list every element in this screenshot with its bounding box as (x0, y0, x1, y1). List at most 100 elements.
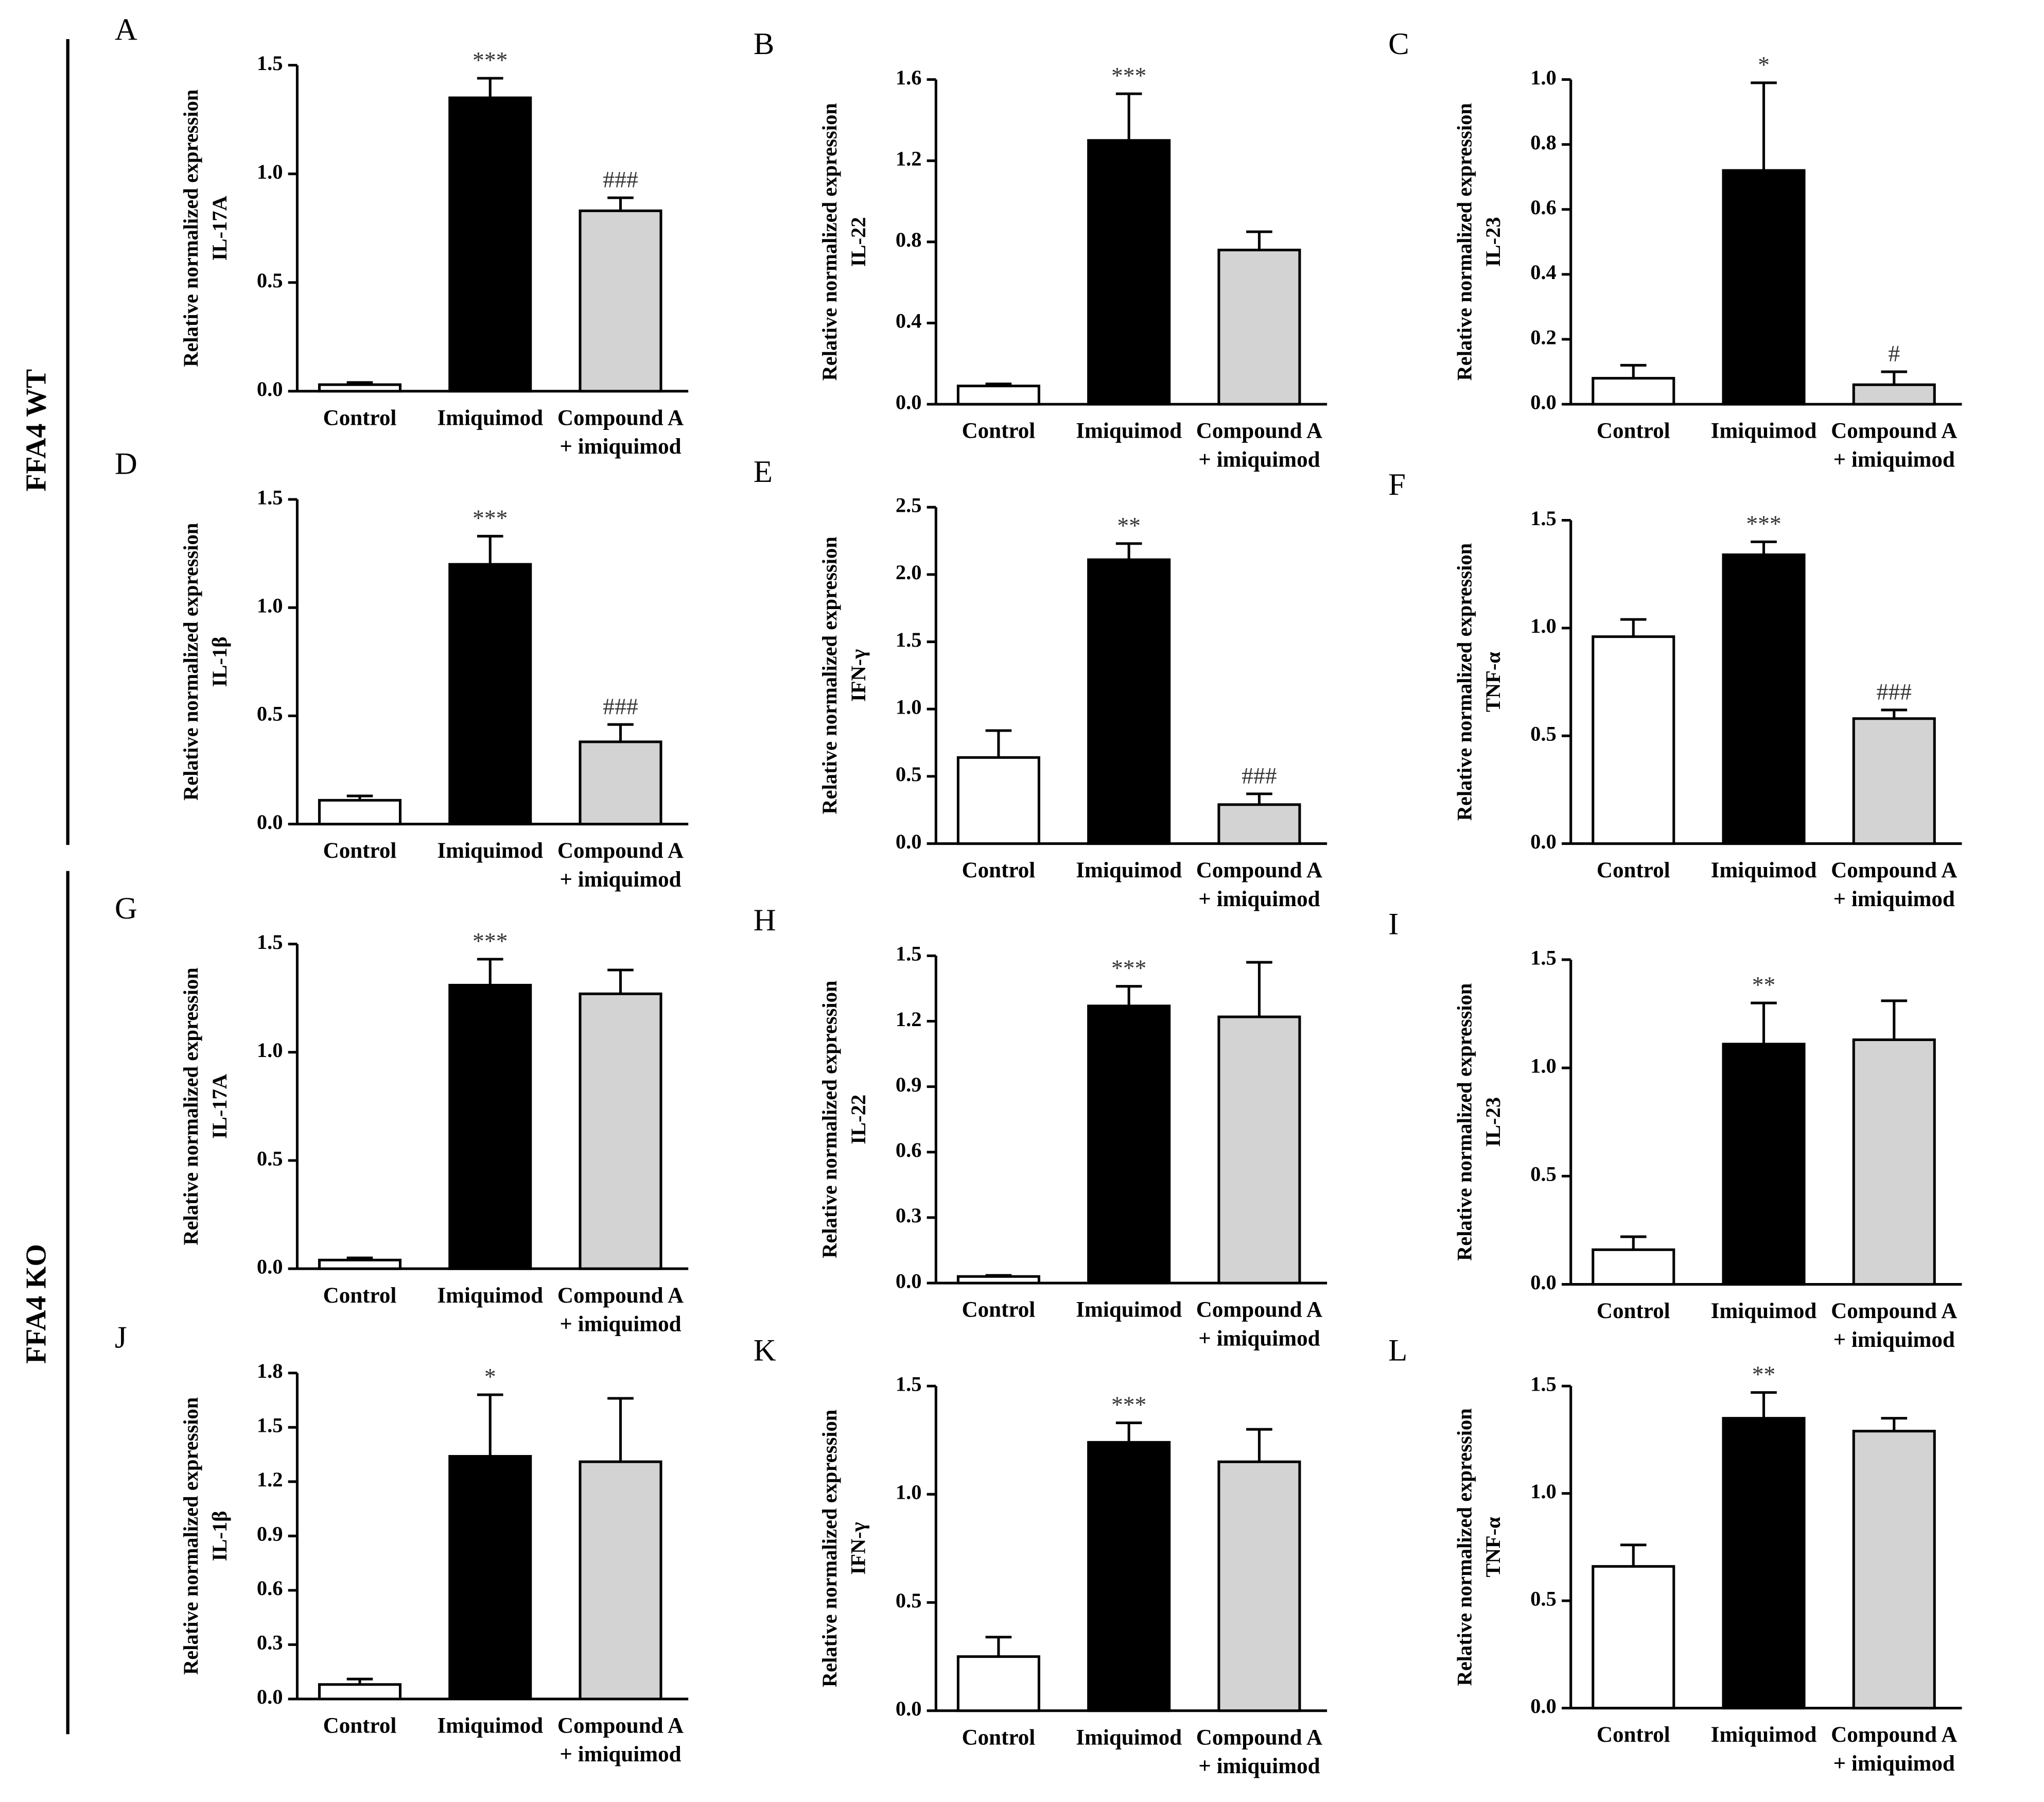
x-tick-label: Control (962, 858, 1036, 882)
y-tick-label: 1.5 (1530, 507, 1557, 530)
x-tick-label: Control (323, 1713, 397, 1738)
bar (318, 1258, 402, 1270)
x-tick-label: Control (1597, 858, 1670, 882)
significance-label: *** (473, 505, 508, 531)
y-axis-label: Relative normalized expression (818, 1410, 841, 1687)
y-axis-label: IL-22 (847, 217, 870, 267)
panel-letter: L (1388, 1333, 1407, 1368)
y-tick-label: 0.6 (1530, 196, 1557, 219)
y-tick-label: 2.0 (896, 561, 922, 584)
x-tick-label: Compound A (557, 1284, 684, 1308)
x-tick-label: Control (323, 406, 397, 430)
x-tick-label: + imiquimod (1833, 887, 1955, 911)
panel-letter: H (754, 903, 776, 938)
x-tick-label: Compound A (1196, 419, 1322, 443)
bar (1217, 803, 1301, 845)
bar (1592, 1248, 1675, 1286)
y-tick-label: 0.0 (896, 1269, 922, 1292)
bar (1217, 249, 1301, 406)
x-tick-label: Control (962, 419, 1036, 443)
y-tick-label: 0.3 (257, 1631, 283, 1654)
y-tick-label: 1.5 (257, 930, 283, 954)
bar (1722, 1043, 1806, 1286)
x-tick-label: Imiquimod (437, 406, 543, 430)
y-axis-label: Relative normalized expression (1453, 983, 1476, 1261)
y-tick-label: 0.0 (257, 377, 283, 401)
y-tick-label: 0.0 (1530, 1694, 1557, 1718)
x-tick-label: + imiquimod (1198, 1754, 1320, 1778)
y-tick-label: 0.0 (1530, 830, 1557, 853)
significance-label: ** (1752, 1361, 1776, 1388)
y-tick-label: 0.4 (1530, 261, 1557, 284)
bar (318, 799, 402, 826)
significance-label: # (1888, 340, 1900, 367)
bar (956, 1275, 1040, 1285)
x-tick-label: Control (1597, 1723, 1670, 1747)
x-tick-label: Imiquimod (1711, 1723, 1817, 1747)
bar (1722, 169, 1806, 406)
y-axis-label: Relative normalized expression (179, 90, 202, 367)
y-tick-label: 0.6 (896, 1138, 922, 1162)
bar (1592, 377, 1675, 406)
x-tick-label: Imiquimod (1711, 1299, 1817, 1323)
group-label: FFA4 KO (21, 1244, 53, 1364)
y-tick-label: 1.2 (896, 147, 922, 170)
x-tick-label: Compound A (1196, 1725, 1322, 1749)
y-tick-label: 0.0 (257, 810, 283, 834)
x-tick-label: + imiquimod (1833, 1752, 1955, 1776)
y-tick-label: 0.5 (896, 763, 922, 786)
y-tick-label: 1.0 (896, 696, 922, 719)
y-tick-label: 1.8 (257, 1359, 283, 1382)
x-tick-label: Imiquimod (1076, 1725, 1182, 1749)
x-tick-label: + imiquimod (560, 868, 681, 892)
x-tick-label: + imiquimod (1198, 1326, 1320, 1350)
bar (448, 563, 532, 826)
x-tick-label: Compound A (1831, 1299, 1957, 1323)
y-tick-label: 0.8 (896, 228, 922, 251)
y-axis-label: IL-22 (847, 1095, 870, 1145)
y-tick-label: 0.5 (257, 702, 283, 725)
y-axis-label: Relative normalized expression (1453, 103, 1476, 380)
significance-label: *** (1111, 1392, 1146, 1418)
significance-label: *** (1111, 955, 1146, 981)
y-axis-label: Relative normalized expression (818, 981, 841, 1258)
y-tick-label: 0.8 (1530, 131, 1557, 154)
y-tick-label: 0.5 (257, 269, 283, 292)
y-axis-label: IL-23 (1481, 217, 1505, 267)
x-tick-label: Compound A (1196, 1298, 1322, 1322)
y-tick-label: 0.0 (257, 1255, 283, 1278)
y-tick-label: 1.0 (1530, 1054, 1557, 1077)
x-tick-label: + imiquimod (560, 1312, 681, 1336)
bar (1852, 1038, 1936, 1286)
panel-letter: F (1388, 467, 1406, 502)
significance-label: *** (473, 47, 508, 73)
y-tick-label: 0.5 (1530, 1587, 1557, 1610)
x-tick-label: Imiquimod (1711, 419, 1817, 443)
y-tick-label: 1.2 (257, 1468, 283, 1491)
y-tick-label: 1.5 (896, 1372, 922, 1395)
x-tick-label: Control (1597, 419, 1670, 443)
y-tick-label: 1.5 (257, 1414, 283, 1437)
significance-label: * (1758, 51, 1770, 78)
y-tick-label: 0.0 (1530, 1271, 1557, 1294)
y-tick-label: 1.5 (257, 51, 283, 75)
bar (1087, 558, 1171, 845)
y-tick-label: 1.2 (896, 1008, 922, 1031)
x-tick-label: Imiquimod (437, 839, 543, 863)
bar (579, 992, 662, 1270)
y-tick-label: 1.6 (896, 66, 922, 89)
y-tick-label: 0.5 (896, 1589, 922, 1612)
x-tick-label: Compound A (1831, 419, 1957, 443)
bar (318, 1683, 402, 1701)
x-tick-label: + imiquimod (1198, 447, 1320, 472)
y-tick-label: 1.0 (257, 594, 283, 617)
y-axis-label: Relative normalized expression (818, 103, 841, 380)
y-tick-label: 0.0 (257, 1685, 283, 1708)
panel-letter: G (115, 891, 137, 926)
panel-letter: B (754, 27, 775, 61)
x-tick-label: Control (962, 1725, 1036, 1749)
x-tick-label: Compound A (1196, 858, 1322, 882)
bar (579, 740, 662, 826)
y-tick-label: 0.9 (257, 1522, 283, 1546)
y-tick-label: 1.0 (1530, 66, 1557, 89)
